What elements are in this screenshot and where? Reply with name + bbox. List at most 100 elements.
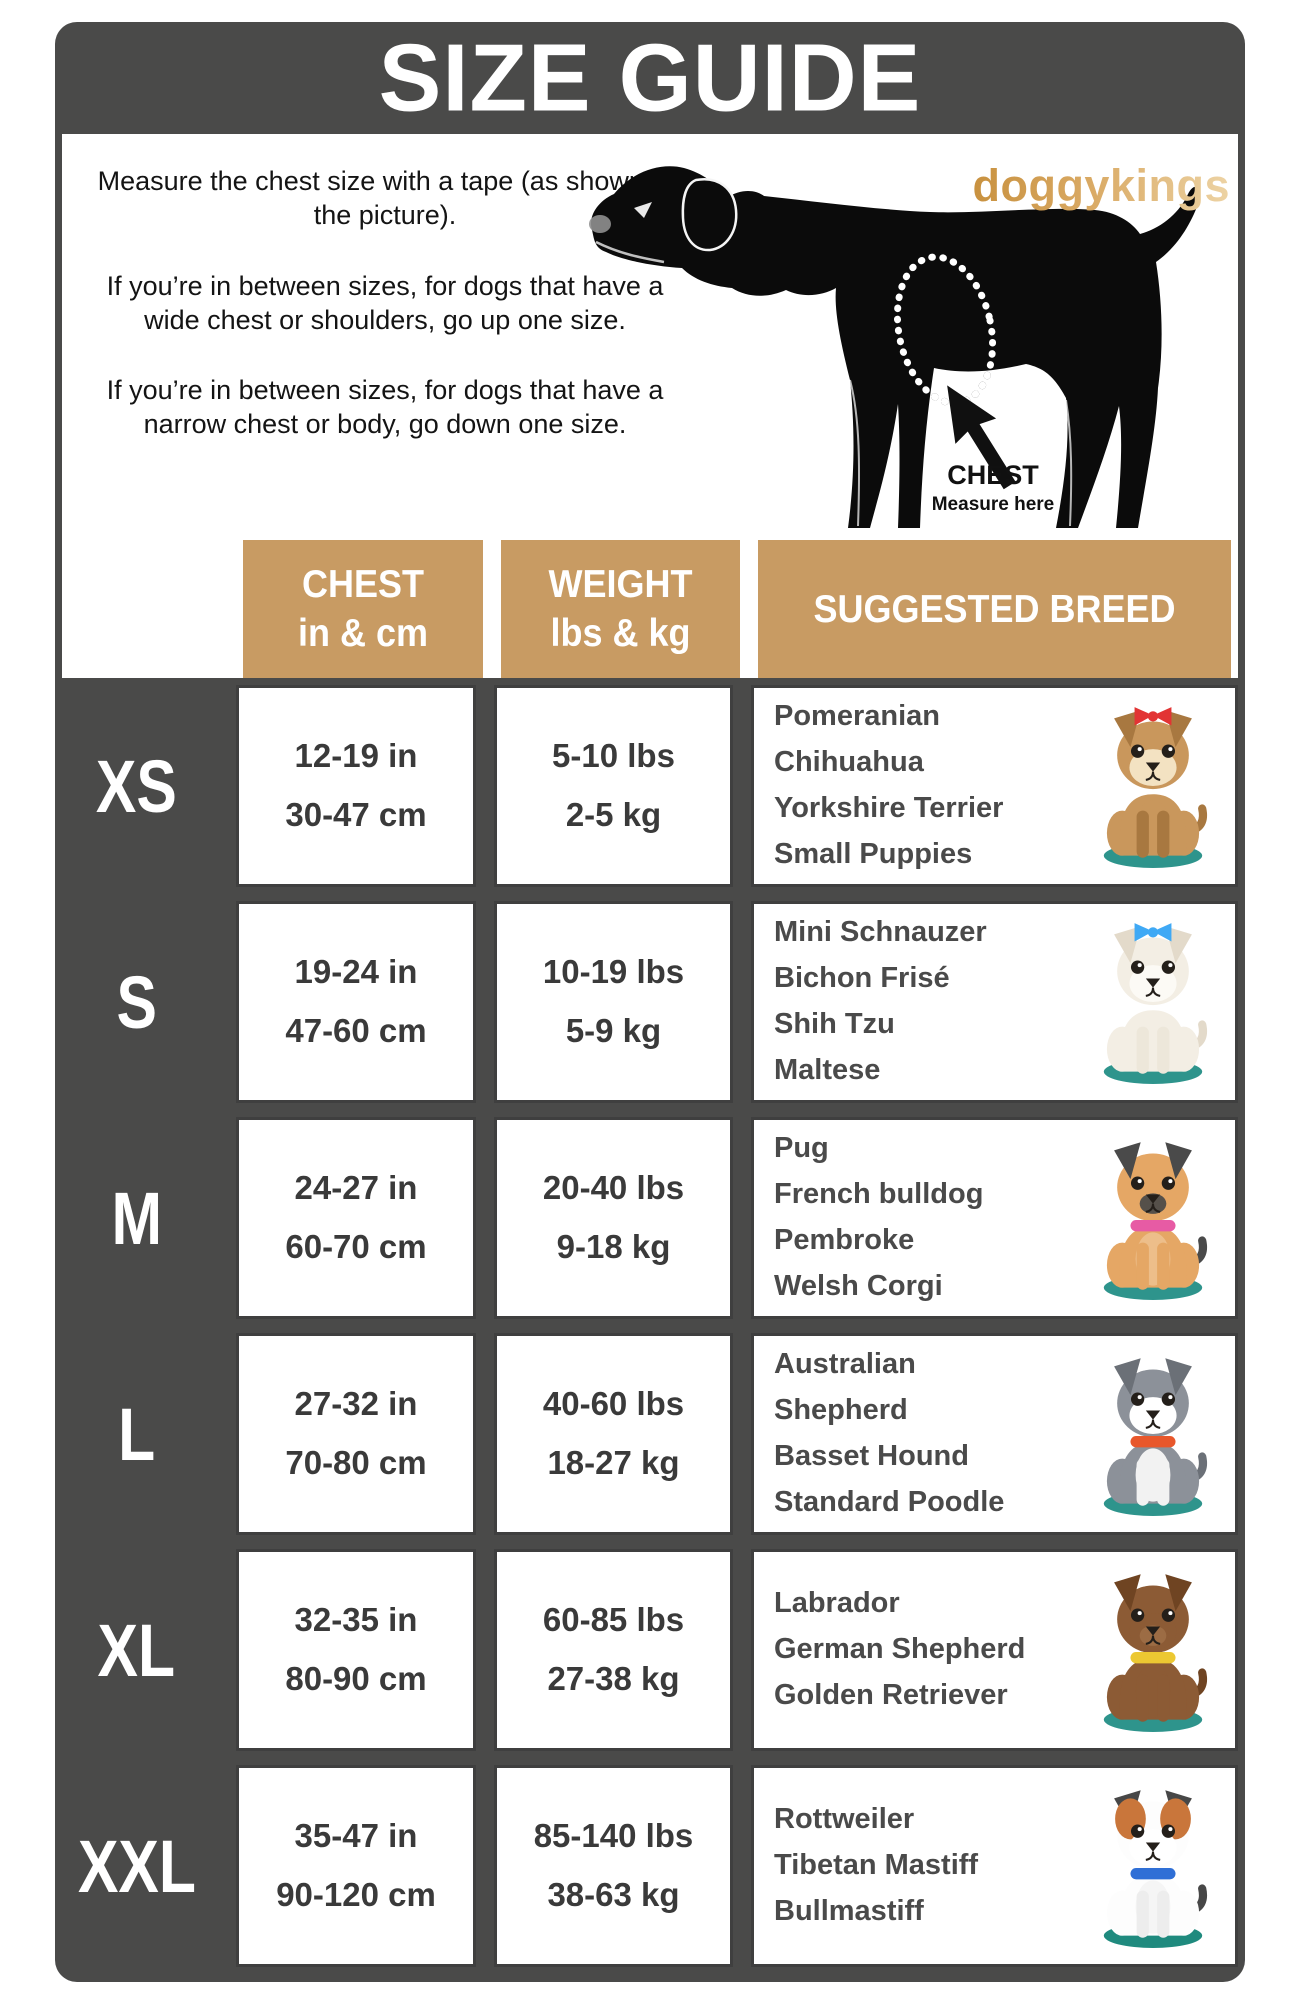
dog-ear <box>681 178 738 252</box>
breed-list: Mini Schnauzer Bichon Frisé Shih Tzu Maltes… <box>774 910 1085 1093</box>
chest-inches: 32-35 in <box>294 1601 418 1639</box>
size-table-rows: XS 12-19 in 30-47 cm 5-10 lbs 2-5 kg Pom… <box>55 678 1245 1982</box>
weight-cell: 5-10 lbs 2-5 kg <box>494 685 733 887</box>
table-row: S 19-24 in 47-60 cm 10-19 lbs 5-9 kg Min… <box>55 894 1245 1110</box>
breed-name: Pomeranian <box>774 700 940 733</box>
pointer-arrow-icon <box>947 385 1016 490</box>
size-cell: XS <box>55 678 218 894</box>
chest-measure-ellipse <box>893 253 997 407</box>
breed-name: Chihuahua <box>774 746 924 779</box>
chest-inches: 12-19 in <box>294 737 418 775</box>
breed-name: Welsh Corgi <box>774 1269 943 1302</box>
chest-cell: 27-32 in 70-80 cm <box>236 1333 476 1535</box>
breed-list: Pug French bulldog Pembroke Welsh Corgi <box>774 1126 1085 1309</box>
breed-name: Standard Poodle <box>774 1485 1005 1518</box>
collar-icon <box>1130 1868 1176 1880</box>
pug-illustration <box>1085 1134 1221 1302</box>
breed-name: Shepherd <box>774 1394 908 1427</box>
breed-name: Bichon Frisé <box>774 962 950 995</box>
collar-icon <box>1130 1436 1176 1448</box>
breed-cell: Labrador German Shepherd Golden Retriever <box>751 1549 1238 1751</box>
chest-inches: 24-27 in <box>294 1169 418 1207</box>
yorkshire-terrier-illustration <box>1085 702 1221 870</box>
chest-cm: 80-90 cm <box>285 1660 427 1697</box>
breed-name: German Shepherd <box>774 1633 1026 1666</box>
weight-kg: 18-27 kg <box>547 1444 680 1481</box>
table-row: XS 12-19 in 30-47 cm 5-10 lbs 2-5 kg Pom… <box>55 678 1245 894</box>
weight-lbs: 85-140 lbs <box>533 1817 694 1855</box>
chest-cell: 35-47 in 90-120 cm <box>236 1765 476 1967</box>
chest-inches: 27-32 in <box>294 1385 418 1423</box>
dog-silhouette <box>589 166 1200 528</box>
size-label: XS <box>96 744 177 828</box>
weight-kg: 38-63 kg <box>547 1876 680 1913</box>
size-cell: L <box>55 1326 218 1542</box>
weight-lbs: 40-60 lbs <box>542 1385 685 1423</box>
chest-cm: 47-60 cm <box>285 1012 427 1049</box>
chest-cm: 60-70 cm <box>285 1228 427 1265</box>
bow-icon <box>1134 707 1172 726</box>
breed-name: Basset Hound <box>774 1440 969 1472</box>
weight-kg: 27-38 kg <box>547 1660 680 1697</box>
size-label: M <box>111 1176 162 1260</box>
brand-logo: doggykings <box>972 160 1230 211</box>
header-weight: WEIGHT lbs & kg <box>501 540 740 678</box>
breed-name: Pembroke <box>774 1224 915 1256</box>
header-spacer <box>62 540 225 678</box>
dog-eye <box>634 202 652 218</box>
collar-icon <box>1130 1652 1176 1664</box>
header-suggested-breed: SUGGESTED BREED <box>758 540 1231 678</box>
breed-cell: Australian Shepherd Basset Hound Standard P… <box>751 1333 1238 1535</box>
breed-name: Yorkshire Terrier <box>774 792 1004 824</box>
size-label: S <box>116 960 157 1044</box>
size-guide-panel: SIZE GUIDE Measure the chest size with a… <box>55 22 1245 1982</box>
breed-name: Golden Retriever <box>774 1678 1008 1711</box>
breed-name: Small Puppies <box>774 837 973 870</box>
breed-name: Rottweiler <box>774 1803 915 1836</box>
weight-cell: 20-40 lbs 9-18 kg <box>494 1117 733 1319</box>
table-row: L 27-32 in 70-80 cm 40-60 lbs 18-27 kg A… <box>55 1326 1245 1542</box>
intro-section: Measure the chest size with a tape (as s… <box>62 134 1238 678</box>
breed-name: Maltese <box>774 1053 881 1086</box>
page-title: SIZE GUIDE <box>378 23 922 132</box>
breed-name: Labrador <box>774 1587 900 1620</box>
breed-list: Rottweiler Tibetan Mastiff Bullmastiff <box>774 1797 1085 1934</box>
chest-inches: 35-47 in <box>294 1817 418 1855</box>
breed-list: Australian Shepherd Basset Hound Standard P… <box>774 1342 1085 1525</box>
chest-cm: 30-47 cm <box>285 796 427 833</box>
instruction-paragraph: If you’re in between sizes, for dogs tha… <box>106 270 664 335</box>
dog-nose <box>589 215 611 233</box>
breed-name: Pug <box>774 1132 829 1165</box>
table-row: XL 32-35 in 80-90 cm 60-85 lbs 27-38 kg … <box>55 1542 1245 1758</box>
weight-cell: 85-140 lbs 38-63 kg <box>494 1765 733 1967</box>
measure-here-label: Measure here <box>932 494 1055 515</box>
breed-list: Labrador German Shepherd Golden Retriever <box>774 1581 1085 1718</box>
chest-cm: 90-120 cm <box>276 1876 436 1913</box>
size-label: L <box>117 1392 156 1476</box>
table-row: M 24-27 in 60-70 cm 20-40 lbs 9-18 kg Pu… <box>55 1110 1245 1326</box>
title-bar: SIZE GUIDE <box>55 22 1245 134</box>
breed-cell: Rottweiler Tibetan Mastiff Bullmastiff <box>751 1765 1238 1967</box>
size-label: XL <box>97 1608 176 1692</box>
chest-inches: 19-24 in <box>294 953 418 991</box>
instruction-paragraph: Measure the chest size with a tape (as s… <box>97 166 673 231</box>
breed-name: Australian <box>774 1348 916 1381</box>
weight-kg: 5-9 kg <box>565 1012 662 1049</box>
size-label: XXL <box>77 1824 196 1908</box>
weight-lbs: 10-19 lbs <box>542 953 685 991</box>
size-cell: XL <box>55 1542 218 1758</box>
chest-cm: 70-80 cm <box>285 1444 427 1481</box>
breed-name: French bulldog <box>774 1178 984 1211</box>
chest-label: CHEST <box>947 460 1039 490</box>
header-chest: CHEST in & cm <box>243 540 483 678</box>
breed-name: Mini Schnauzer <box>774 916 987 949</box>
bow-icon <box>1134 923 1172 942</box>
breed-name: Tibetan Mastiff <box>774 1849 979 1882</box>
breed-cell: Pug French bulldog Pembroke Welsh Corgi <box>751 1117 1238 1319</box>
weight-cell: 10-19 lbs 5-9 kg <box>494 901 733 1103</box>
chest-cell: 12-19 in 30-47 cm <box>236 685 476 887</box>
size-cell: S <box>55 894 218 1110</box>
instruction-paragraph: If you’re in between sizes, for dogs tha… <box>106 375 664 440</box>
collar-icon <box>1130 1220 1176 1232</box>
husky-illustration <box>1085 1350 1221 1518</box>
